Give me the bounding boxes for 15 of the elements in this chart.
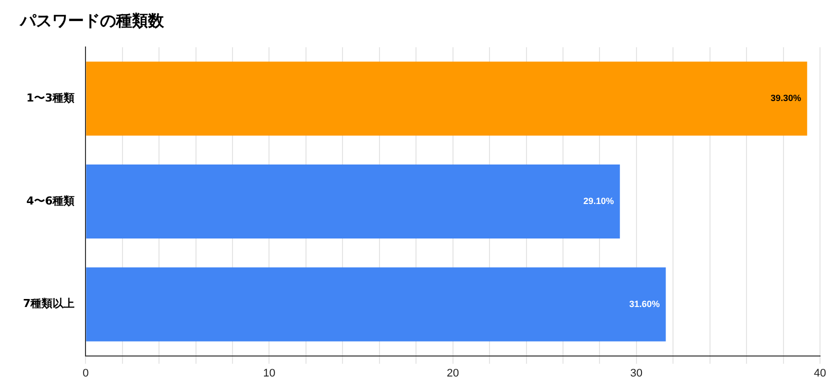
data-label: 29.10% <box>583 196 614 206</box>
bar <box>86 164 620 239</box>
y-tick-label: 7種類以上 <box>23 297 75 310</box>
x-tick-label: 30 <box>630 367 643 380</box>
chart-title: パスワードの種類数 <box>19 10 165 30</box>
y-tick-label: 1〜3種類 <box>26 91 75 104</box>
data-label: 31.60% <box>629 298 660 309</box>
bar <box>86 267 666 342</box>
x-tick-label: 10 <box>263 367 276 380</box>
y-tick-label: 4〜6種類 <box>26 194 75 208</box>
x-tick-label: 40 <box>814 367 826 380</box>
data-label: 39.30% <box>770 93 802 104</box>
x-tick-label: 0 <box>82 367 89 380</box>
x-tick-label: 20 <box>446 367 459 380</box>
bar <box>86 62 808 136</box>
